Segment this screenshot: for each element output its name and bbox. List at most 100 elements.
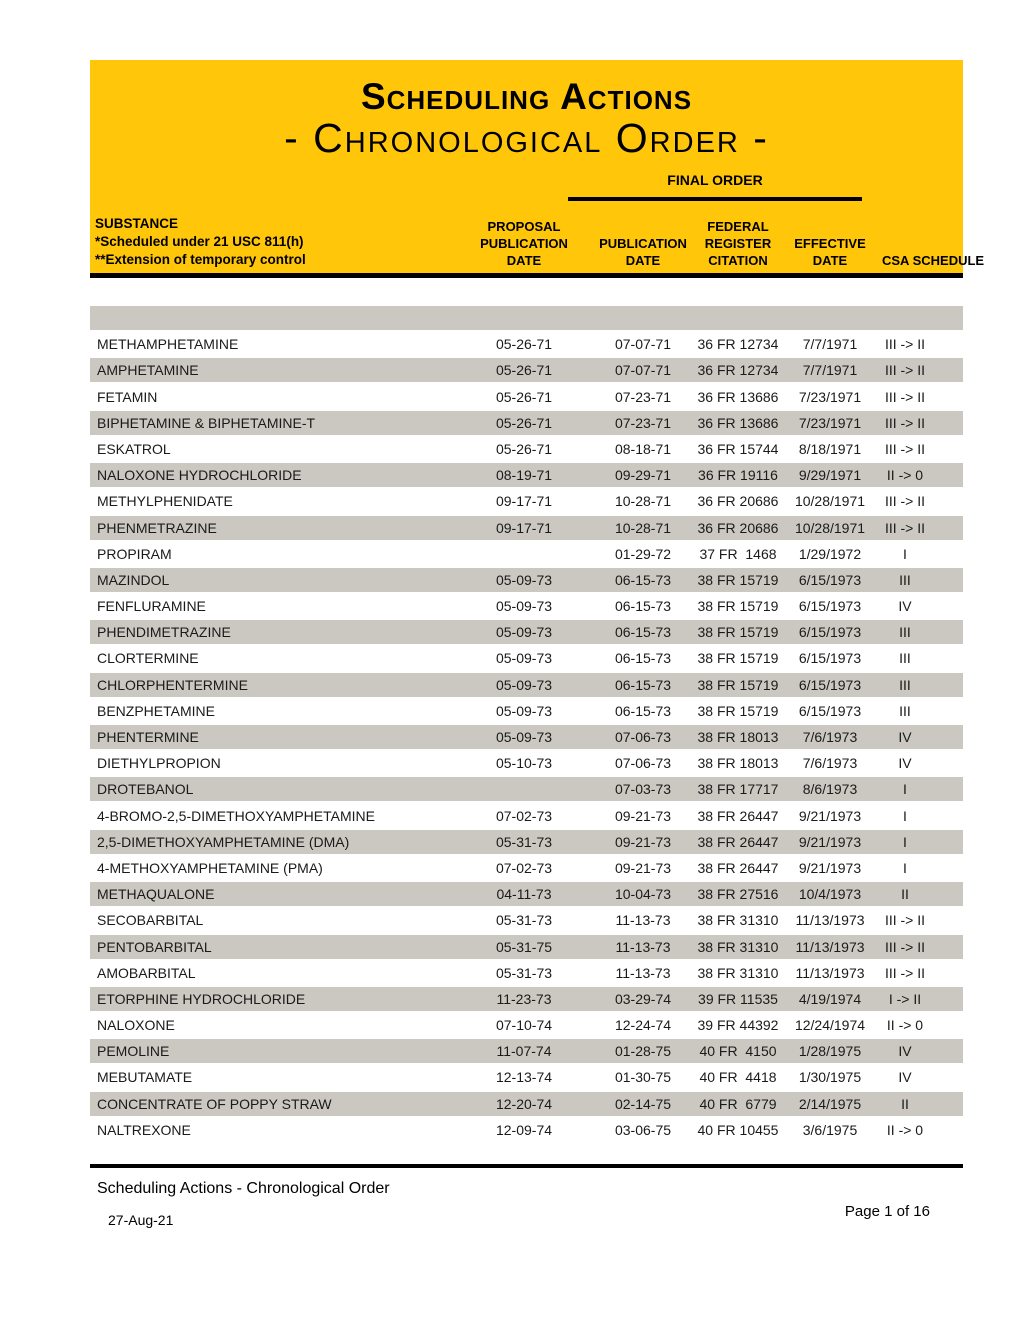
cell-effective-date: 11/13/1973 (795, 912, 865, 929)
cell-substance: CHLORPHENTERMINE (97, 676, 248, 693)
cell-proposal-publication-date: 07-10-74 (495, 1017, 553, 1034)
cell-substance: CLORTERMINE (97, 650, 199, 667)
table-row: NALOXONE HYDROCHLORIDE 08-19-71 09-29-71… (90, 463, 963, 488)
cell-publication-date: 01-29-72 (614, 545, 672, 562)
cell-proposal-publication-date: 12-20-74 (495, 1095, 553, 1112)
cell-federal-register-citation: 38 FR 31310 (697, 938, 779, 955)
cell-publication-date: 06-15-73 (614, 676, 672, 693)
table-spacer-band (90, 306, 963, 330)
cell-proposal-publication-date: 08-19-71 (495, 467, 553, 484)
table-row: ETORPHINE HYDROCHLORIDE 11-23-73 03-29-7… (90, 986, 963, 1011)
cell-substance: NALTREXONE (97, 1121, 191, 1138)
cell-effective-date: 6/15/1973 (798, 598, 862, 615)
cell-effective-date: 10/4/1973 (798, 886, 862, 903)
cell-csa-schedule: III -> II (884, 414, 926, 431)
cell-substance: FENFLURAMINE (97, 598, 206, 615)
column-header-proposal-publication-date: PROPOSAL PUBLICATION DATE (480, 219, 568, 268)
table-row: 4-BROMO-2,5-DIMETHOXYAMPHETAMINE 07-02-7… (90, 804, 963, 828)
cell-effective-date: 6/15/1973 (798, 571, 862, 588)
table-row: AMPHETAMINE 05-26-71 07-07-71 36 FR 1273… (90, 358, 963, 383)
cell-federal-register-citation: 36 FR 13686 (697, 414, 779, 431)
table-row: PEMOLINE 11-07-74 01-28-75 40 FR 4150 1/… (90, 1039, 963, 1064)
column-header-substance: SUBSTANCE *Scheduled under 21 USC 811(h)… (95, 216, 306, 267)
column-header-effective-date: EFFECTIVE DATE (794, 236, 866, 268)
cell-csa-schedule: III -> II (884, 938, 926, 955)
cell-substance: MEBUTAMATE (97, 1069, 193, 1086)
cell-csa-schedule: II -> 0 (886, 467, 924, 484)
cell-proposal-publication-date: 07-02-73 (495, 859, 553, 876)
cell-federal-register-citation: 39 FR 44392 (697, 1017, 779, 1034)
table-row: ESKATROL 05-26-71 08-18-71 36 FR 15744 8… (90, 437, 963, 461)
cell-effective-date: 1/30/1975 (798, 1069, 862, 1086)
cell-substance: PEMOLINE (97, 1043, 170, 1060)
cell-federal-register-citation: 38 FR 26447 (697, 859, 779, 876)
cell-publication-date: 07-23-71 (614, 414, 672, 431)
column-header-publication-date: PUBLICATION DATE (599, 236, 687, 268)
table-row: PENTOBARBITAL 05-31-75 11-13-73 38 FR 31… (90, 934, 963, 959)
cell-substance: 4-METHOXYAMPHETAMINE (PMA) (97, 859, 323, 876)
cell-substance: AMPHETAMINE (97, 362, 199, 379)
cell-proposal-publication-date: 11-23-73 (496, 990, 552, 1007)
cell-csa-schedule: I (903, 545, 907, 562)
cell-csa-schedule: III -> II (884, 912, 926, 929)
cell-effective-date: 9/21/1973 (798, 859, 862, 876)
cell-proposal-publication-date: 05-09-73 (495, 624, 553, 641)
cell-effective-date: 11/13/1973 (795, 938, 865, 955)
cell-publication-date: 11-13-73 (615, 912, 671, 929)
cell-effective-date: 7/7/1971 (802, 336, 858, 353)
cell-publication-date: 09-29-71 (614, 467, 672, 484)
table-row: CHLORPHENTERMINE 05-09-73 06-15-73 38 FR… (90, 672, 963, 697)
cell-csa-schedule: I (903, 859, 907, 876)
table-row: CLORTERMINE 05-09-73 06-15-73 38 FR 1571… (90, 646, 963, 670)
cell-effective-date: 4/19/1974 (798, 990, 862, 1007)
table-row: BIPHETAMINE & BIPHETAMINE-T 05-26-71 07-… (90, 410, 963, 435)
table-row: NALTREXONE 12-09-74 03-06-75 40 FR 10455… (90, 1118, 963, 1142)
footer-page-indicator: Page 1 of 16 (844, 1203, 930, 1220)
cell-csa-schedule: III (899, 702, 911, 719)
cell-effective-date: 10/28/1971 (794, 493, 866, 510)
cell-csa-schedule: III (899, 571, 911, 588)
table-row: METHYLPHENIDATE 09-17-71 10-28-71 36 FR … (90, 489, 963, 513)
cell-csa-schedule: IV (898, 1043, 912, 1060)
cell-federal-register-citation: 38 FR 15719 (697, 598, 779, 615)
cell-proposal-publication-date: 12-09-74 (495, 1121, 553, 1138)
table-row: DROTEBANOL 07-03-73 38 FR 17717 8/6/1973… (90, 777, 963, 802)
cell-substance: NALOXONE (97, 1017, 175, 1034)
cell-federal-register-citation: 38 FR 31310 (697, 964, 779, 981)
table-row: FENFLURAMINE 05-09-73 06-15-73 38 FR 157… (90, 594, 963, 618)
cell-proposal-publication-date: 12-13-74 (495, 1069, 553, 1086)
cell-proposal-publication-date: 05-26-71 (495, 388, 553, 405)
cell-effective-date: 6/15/1973 (798, 650, 862, 667)
cell-publication-date: 02-14-75 (614, 1095, 672, 1112)
cell-effective-date: 9/21/1973 (798, 807, 862, 824)
cell-federal-register-citation: 36 FR 19116 (698, 467, 778, 484)
cell-publication-date: 11-13-73 (615, 964, 671, 981)
cell-proposal-publication-date: 05-09-73 (495, 650, 553, 667)
cell-substance: BENZPHETAMINE (97, 702, 215, 719)
cell-publication-date: 11-13-73 (615, 938, 671, 955)
cell-effective-date: 7/7/1971 (802, 362, 858, 379)
cell-effective-date: 1/29/1972 (798, 545, 862, 562)
cell-proposal-publication-date: 05-09-73 (495, 676, 553, 693)
cell-proposal-publication-date: 05-10-73 (495, 755, 553, 772)
cell-effective-date: 6/15/1973 (798, 702, 862, 719)
table-row: SECOBARBITAL 05-31-73 11-13-73 38 FR 313… (90, 908, 963, 932)
cell-publication-date: 10-04-73 (614, 886, 672, 903)
cell-federal-register-citation: 36 FR 20686 (697, 519, 779, 536)
cell-csa-schedule: III (899, 624, 911, 641)
masthead: Scheduling Actions - Chronological Order… (90, 60, 984, 278)
cell-proposal-publication-date: 05-09-73 (495, 702, 553, 719)
cell-substance: AMOBARBITAL (97, 964, 196, 981)
scheduling-actions-table: METHAMPHETAMINE 05-26-71 07-07-71 36 FR … (90, 306, 963, 1144)
table-row: DIETHYLPROPION 05-10-73 07-06-73 38 FR 1… (90, 751, 963, 775)
cell-federal-register-citation: 38 FR 26447 (697, 833, 779, 850)
cell-csa-schedule: IV (898, 729, 912, 745)
cell-proposal-publication-date: 05-31-75 (495, 938, 553, 955)
cell-effective-date: 7/6/1973 (802, 755, 858, 772)
cell-substance: PENTOBARBITAL (97, 938, 212, 955)
cell-substance: PROPIRAM (97, 545, 172, 562)
footer-date: 27-Aug-21 (108, 1212, 174, 1228)
cell-substance: PHENMETRAZINE (97, 519, 217, 536)
cell-substance: METHAQUALONE (97, 886, 215, 903)
